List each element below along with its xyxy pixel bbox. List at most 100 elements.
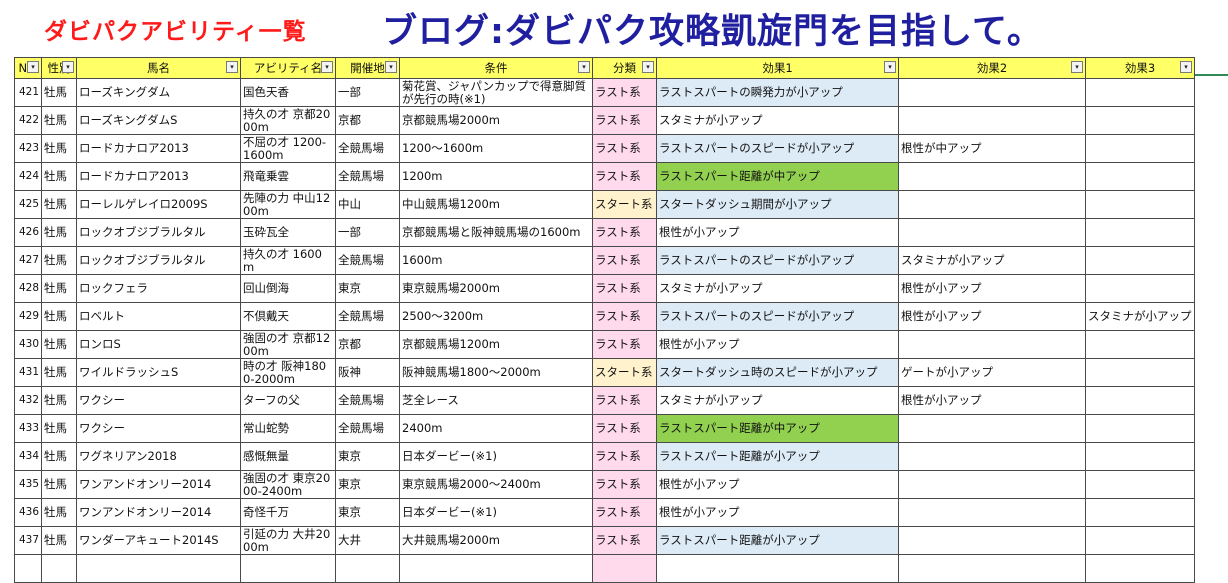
cell-e3[interactable] [1085, 414, 1195, 443]
cell-cond[interactable]: 京都競馬場1200m [399, 330, 593, 359]
cell-cat[interactable]: スタート系 [592, 190, 657, 219]
filter-dropdown-icon[interactable]: ▾ [884, 61, 896, 73]
cell-venue[interactable]: 一部 [335, 218, 400, 247]
cell-ability[interactable]: 玉砕瓦全 [240, 218, 336, 247]
cell-e1[interactable]: スタミナが小アップ [656, 106, 899, 135]
cell-venue[interactable]: 京都 [335, 106, 400, 135]
cell-e3[interactable] [1085, 386, 1195, 415]
cell-venue[interactable]: 全競馬場 [335, 386, 400, 415]
cell-no[interactable]: 430 [14, 330, 42, 359]
cell-ability[interactable]: 感慨無量 [240, 442, 336, 471]
cell-horse[interactable]: ワクシー [76, 386, 241, 415]
cell-cond[interactable]: 京都競馬場と阪神競馬場の1600m [399, 218, 593, 247]
cell-e1[interactable]: 根性が小アップ [656, 218, 899, 247]
cell-ability[interactable]: 回山倒海 [240, 274, 336, 303]
cell-ability[interactable]: 時の才 阪神1800-2000m [240, 358, 336, 387]
cell-cat[interactable]: ラスト系 [592, 134, 657, 163]
cell-cat[interactable]: ラスト系 [592, 470, 657, 499]
cell-ability[interactable]: ターフの父 [240, 386, 336, 415]
cell-ability[interactable]: 持久の才 京都2000m [240, 106, 336, 135]
cell-cat[interactable] [592, 554, 657, 583]
cell-e1[interactable]: ラストスパート距離が小アップ [656, 442, 899, 471]
cell-e1[interactable]: スタートダッシュ期間が小アップ [656, 190, 899, 219]
cell-venue[interactable]: 全競馬場 [335, 414, 400, 443]
cell-cond[interactable]: 2400m [399, 414, 593, 443]
cell-no[interactable]: 428 [14, 274, 42, 303]
cell-venue[interactable]: 一部 [335, 78, 400, 107]
filter-dropdown-icon[interactable]: ▾ [226, 61, 238, 73]
cell-e1[interactable]: スタミナが小アップ [656, 386, 899, 415]
cell-sex[interactable]: 牡馬 [41, 218, 77, 247]
cell-e2[interactable] [898, 498, 1086, 527]
cell-sex[interactable]: 牡馬 [41, 386, 77, 415]
cell-no[interactable]: 429 [14, 302, 42, 331]
cell-cond[interactable]: 京都競馬場2000m [399, 106, 593, 135]
cell-no[interactable]: 422 [14, 106, 42, 135]
cell-horse[interactable]: ローズキングダム [76, 78, 241, 107]
cell-no[interactable]: 427 [14, 246, 42, 275]
cell-no[interactable]: 435 [14, 470, 42, 499]
cell-e3[interactable] [1085, 218, 1195, 247]
cell-no[interactable] [14, 554, 42, 583]
filter-dropdown-icon[interactable]: ▾ [1071, 61, 1083, 73]
cell-horse[interactable]: ローズキングダムS [76, 106, 241, 135]
cell-cond[interactable]: 大井競馬場2000m [399, 526, 593, 555]
filter-dropdown-icon[interactable]: ▾ [62, 61, 74, 73]
cell-cat[interactable]: ラスト系 [592, 442, 657, 471]
cell-e2[interactable]: 根性が小アップ [898, 274, 1086, 303]
cell-ability[interactable]: 持久の才 1600m [240, 246, 336, 275]
cell-venue[interactable]: 全競馬場 [335, 162, 400, 191]
cell-cat[interactable]: ラスト系 [592, 386, 657, 415]
cell-e2[interactable]: 根性が中アップ [898, 134, 1086, 163]
cell-cond[interactable]: 阪神競馬場1800～2000m [399, 358, 593, 387]
cell-e3[interactable] [1085, 358, 1195, 387]
cell-cat[interactable]: ラスト系 [592, 302, 657, 331]
cell-e1[interactable]: 根性が小アップ [656, 330, 899, 359]
cell-e3[interactable] [1085, 470, 1195, 499]
cell-e3[interactable] [1085, 274, 1195, 303]
filter-dropdown-icon[interactable]: ▾ [1180, 61, 1192, 73]
cell-venue[interactable]: 京都 [335, 330, 400, 359]
cell-e1[interactable]: ラストスパートのスピードが小アップ [656, 246, 899, 275]
cell-sex[interactable]: 牡馬 [41, 330, 77, 359]
cell-cat[interactable]: ラスト系 [592, 414, 657, 443]
cell-no[interactable]: 431 [14, 358, 42, 387]
filter-dropdown-icon[interactable]: ▾ [578, 61, 590, 73]
cell-e1[interactable]: ラストスパート距離が中アップ [656, 162, 899, 191]
filter-dropdown-icon[interactable]: ▾ [642, 61, 654, 73]
cell-sex[interactable]: 牡馬 [41, 414, 77, 443]
cell-no[interactable]: 437 [14, 526, 42, 555]
cell-e1[interactable]: スタミナが小アップ [656, 274, 899, 303]
cell-e2[interactable]: スタミナが小アップ [898, 246, 1086, 275]
cell-venue[interactable]: 全競馬場 [335, 302, 400, 331]
cell-sex[interactable]: 牡馬 [41, 106, 77, 135]
cell-no[interactable]: 432 [14, 386, 42, 415]
cell-horse[interactable]: ロンロS [76, 330, 241, 359]
cell-sex[interactable]: 牡馬 [41, 442, 77, 471]
cell-cond[interactable]: 1200～1600m [399, 134, 593, 163]
cell-cat[interactable]: ラスト系 [592, 106, 657, 135]
cell-e1[interactable]: スタートダッシュ時のスピードが小アップ [656, 358, 899, 387]
cell-cond[interactable]: 東京競馬場2000m [399, 274, 593, 303]
cell-horse[interactable]: ロードカナロア2013 [76, 162, 241, 191]
cell-no[interactable]: 433 [14, 414, 42, 443]
cell-sex[interactable]: 牡馬 [41, 162, 77, 191]
cell-no[interactable]: 423 [14, 134, 42, 163]
cell-sex[interactable]: 牡馬 [41, 78, 77, 107]
cell-cond[interactable] [399, 554, 593, 583]
cell-horse[interactable]: ワンアンドオンリー2014 [76, 498, 241, 527]
cell-e2[interactable] [898, 554, 1086, 583]
cell-e3[interactable] [1085, 330, 1195, 359]
cell-e1[interactable]: 根性が小アップ [656, 470, 899, 499]
cell-venue[interactable]: 全競馬場 [335, 134, 400, 163]
cell-horse[interactable]: ワンダーアキュート2014S [76, 526, 241, 555]
cell-cond[interactable]: 芝全レース [399, 386, 593, 415]
cell-cond[interactable]: 1600m [399, 246, 593, 275]
cell-horse[interactable]: ロックオブジブラルタル [76, 246, 241, 275]
cell-ability[interactable]: 国色天香 [240, 78, 336, 107]
cell-e3[interactable] [1085, 134, 1195, 163]
cell-cat[interactable]: ラスト系 [592, 162, 657, 191]
cell-e1[interactable]: ラストスパートのスピードが小アップ [656, 134, 899, 163]
cell-ability[interactable]: 先陣の力 中山1200m [240, 190, 336, 219]
cell-e2[interactable] [898, 414, 1086, 443]
